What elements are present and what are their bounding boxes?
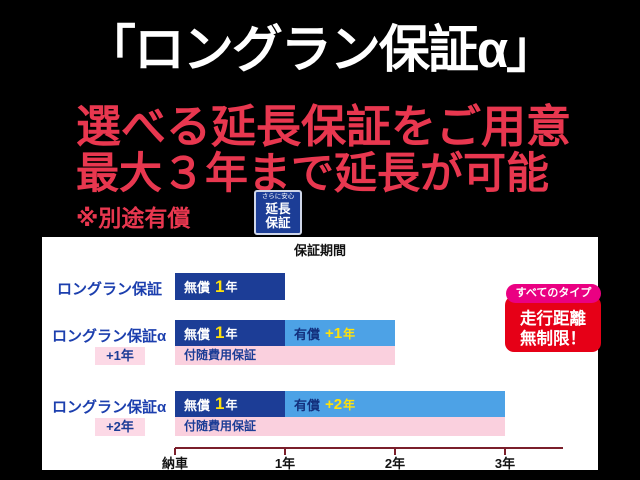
plus-1year-tag: +1年 [95,347,145,365]
unlimited-mileage-line1: 走行距離 [520,310,586,328]
x-axis-label-2year: 2年 [384,456,406,471]
main-title: 「ロングラン保証α」 [84,21,557,78]
extended-warranty-stamp-icon: さらに安心 延長 保証 [254,190,302,235]
bar-row2-paid-label: 有償 [294,326,321,342]
stamp-line2: 保証 [265,216,291,231]
x-axis-label-delivery: 納車 [161,456,188,471]
bar-row1-free-unit: 年 [225,280,238,294]
x-axis-tick-2year [394,448,396,455]
bar-row2-free: 無償 1 年 [175,320,285,346]
bar-row3-free: 無償 1 年 [175,391,285,417]
bar-row2-free-unit: 年 [225,326,238,341]
bar-row1-free: 無償 1 年 [175,273,285,300]
paid-option-note: ※別途有償 [76,205,191,231]
stamp-top-text: さらに安心 [261,193,295,201]
x-axis-label-3year: 3年 [494,456,516,471]
bar-row2-incidental-cost: 付随費用保証 [175,346,395,365]
bar-row3-free-label: 無償 [184,397,211,413]
bar-row1-free-label: 無償 [184,280,211,295]
all-types-badge: すべてのタイプ [506,284,601,303]
unlimited-mileage-line2: 無制限！ [520,330,586,348]
bar-row2-paid-unit: 年 [343,326,356,341]
bar-row3-paid-num: +2 [325,395,343,413]
subtitle-line1: 選べる延長保証をご用意 [76,101,572,152]
bar-row3-incidental-cost: 付随費用保証 [175,417,505,436]
row-label-longrun: ロングラン保証 [57,281,163,298]
bar-row3-free-num: 1 [215,394,225,413]
bar-row2-free-num: 1 [215,323,225,342]
chart-title: 保証期間 [293,243,346,258]
x-axis-tick-3year [504,448,506,455]
bar-row2-paid-num: +1 [325,324,343,342]
x-axis-tick-1year [284,448,286,455]
row-label-longrun-alpha-1: ロングラン保証α [52,328,167,345]
plus-2year-tag: +2年 [95,418,145,436]
bar-row3-paid-unit: 年 [343,397,356,412]
unlimited-mileage-badge: 走行距離 無制限！ [505,296,601,352]
bar-row2-free-label: 無償 [184,326,211,342]
warranty-period-chart: 保証期間 ロングラン保証 無償 1 年 ロングラン保証α +1年 無償 1 年 … [42,237,601,471]
bar-row1-free-num: 1 [215,276,225,296]
stamp-line1: 延長 [265,201,291,216]
subtitle-line2: 最大３年まで延長が可能 [76,150,549,198]
row-label-longrun-alpha-2: ロングラン保証α [52,399,167,416]
x-axis-line [175,447,563,449]
bar-row2-paid: 有償 +1 年 [285,320,395,346]
bar-row3-free-unit: 年 [225,397,238,412]
x-axis-tick-delivery [174,448,176,455]
bar-row3-paid-label: 有償 [294,397,321,413]
bar-row3-paid: 有償 +2 年 [285,391,505,417]
x-axis-label-1year: 1年 [274,456,296,471]
